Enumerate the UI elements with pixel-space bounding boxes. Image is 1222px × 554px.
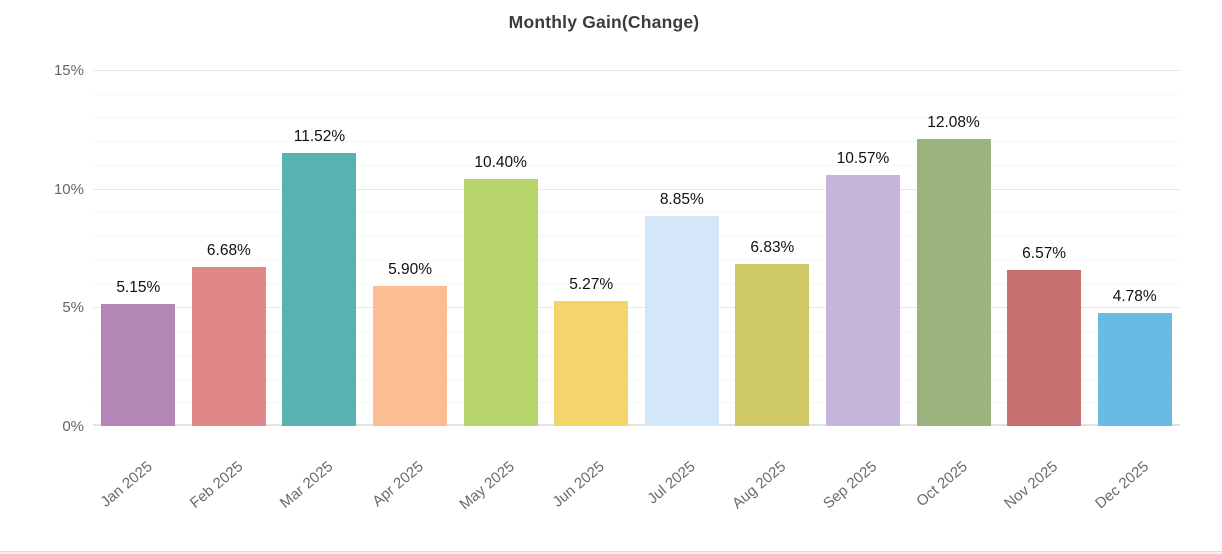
bar-value-label: 12.08% [927,114,980,132]
x-axis-tick-label: Sep 2025 [819,458,880,513]
bar-value-label: 10.40% [474,154,527,172]
y-axis-tick-label: 5% [62,299,84,317]
bar-apr-2025[interactable] [373,285,448,426]
plot-area [93,46,1180,426]
x-axis-tick-label: Apr 2025 [369,458,427,511]
x-axis-tick-label: Nov 2025 [1000,458,1062,513]
bar-sep-2025[interactable] [825,175,900,426]
bar-value-label: 5.90% [388,260,433,278]
minor-gridline [93,283,1180,285]
y-axis-tick-label: 10% [53,180,84,198]
bar-oct-2025[interactable] [916,139,991,426]
bar-feb-2025[interactable] [191,267,266,426]
major-gridline [93,307,1180,309]
minor-gridline [93,212,1180,214]
footer-strip [0,551,1222,554]
bar-may-2025[interactable] [463,179,538,426]
major-gridline [93,70,1180,72]
minor-gridline [93,354,1180,356]
minor-gridline [93,236,1180,238]
major-gridline [93,188,1180,190]
x-axis-tick-label: Dec 2025 [1091,458,1152,513]
x-axis-baseline [93,424,1180,426]
minor-gridline [93,141,1180,143]
bar-dec-2025[interactable] [1097,312,1172,426]
bar-value-label: 4.78% [1112,287,1157,305]
y-axis-tick-label: 0% [62,418,84,435]
x-axis-tick-label: Feb 2025 [186,458,246,512]
x-axis-tick-label: Mar 2025 [276,458,337,512]
minor-gridline [93,378,1180,380]
bar-value-label: 6.57% [1022,245,1067,263]
bar-value-label: 6.68% [206,242,251,260]
bar-jun-2025[interactable] [554,300,629,426]
x-axis-tick-label: Jul 2025 [644,458,699,508]
x-axis-tick-label: May 2025 [456,458,518,514]
minor-gridline [93,402,1180,404]
x-axis-tick-label: Jan 2025 [97,458,156,511]
x-axis-tick-label: Oct 2025 [912,458,971,511]
minor-gridline [93,259,1180,261]
bar-mar-2025[interactable] [282,152,357,426]
x-axis-tick-label: Jun 2025 [549,458,609,511]
bar-jul-2025[interactable] [644,215,719,426]
bar-value-label: 10.57% [836,150,890,168]
bar-aug-2025[interactable] [735,263,810,426]
bar-value-label: 11.52% [293,127,346,145]
bar-nov-2025[interactable] [1007,270,1082,426]
bar-value-label: 8.85% [659,190,704,208]
bar-value-label: 6.83% [750,238,795,256]
minor-gridline [93,331,1180,333]
minor-gridline [93,93,1180,95]
chart-title: Monthly Gain(Change) [508,12,700,32]
bar-value-label: 5.27% [569,275,614,293]
minor-gridline [93,117,1180,119]
x-axis-tick-label: Aug 2025 [729,458,790,513]
bar-value-label: 5.15% [116,278,161,296]
y-axis-tick-label: 15% [53,62,84,79]
minor-gridline [93,164,1180,166]
bar-jan-2025[interactable] [101,303,176,426]
